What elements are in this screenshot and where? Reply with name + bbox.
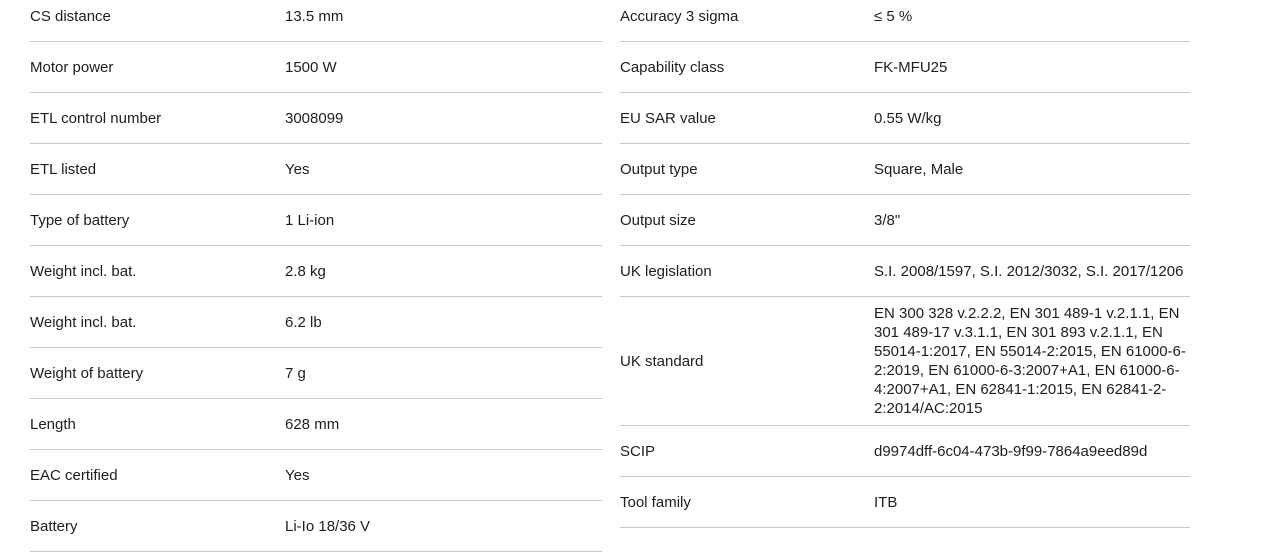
spec-row: Weight of battery 7 g — [30, 348, 602, 399]
spec-row: Weight incl. bat. 2.8 kg — [30, 246, 602, 297]
spec-row: Battery Li-Io 18/36 V — [30, 501, 602, 552]
spec-label: Output type — [620, 160, 698, 178]
spec-value: 13.5 mm — [285, 7, 344, 25]
spec-value: ITB — [874, 493, 898, 511]
spec-row: Weight incl. bat. 6.2 lb — [30, 297, 602, 348]
spec-column-left: CS distance 13.5 mm Motor power 1500 W E… — [30, 0, 602, 552]
spec-row: EU SAR value 0.55 W/kg — [620, 93, 1190, 144]
spec-row: Type of battery 1 Li-ion — [30, 195, 602, 246]
spec-value: 1 Li-ion — [285, 211, 335, 229]
spec-label: Accuracy 3 sigma — [620, 7, 739, 25]
spec-value: 0.55 W/kg — [874, 109, 942, 127]
spec-value: EN 300 328 v.2.2.2, EN 301 489-1 v.2.1.1… — [874, 305, 1186, 417]
spec-row: Capability class FK-MFU25 — [620, 42, 1190, 93]
spec-row: Output type Square, Male — [620, 144, 1190, 195]
spec-column-right: Accuracy 3 sigma ≤ 5 % Capability class … — [620, 0, 1190, 528]
spec-label: SCIP — [620, 442, 656, 460]
spec-value: 6.2 lb — [285, 313, 322, 331]
spec-label: ETL control number — [30, 109, 162, 127]
spec-row: UK legislation S.I. 2008/1597, S.I. 2012… — [620, 246, 1190, 297]
spec-value: 628 mm — [285, 415, 340, 433]
spec-value: 2.8 kg — [285, 262, 326, 280]
spec-value: 3008099 — [285, 109, 344, 127]
spec-row: Accuracy 3 sigma ≤ 5 % — [620, 0, 1190, 42]
spec-label: EU SAR value — [620, 109, 716, 127]
spec-value: 1500 W — [285, 58, 337, 76]
spec-value: FK-MFU25 — [874, 58, 948, 76]
spec-row: CS distance 13.5 mm — [30, 0, 602, 42]
spec-value: S.I. 2008/1597, S.I. 2012/3032, S.I. 201… — [874, 262, 1184, 280]
spec-label: Capability class — [620, 58, 725, 76]
spec-label: ETL listed — [30, 160, 97, 178]
spec-value: ≤ 5 % — [874, 7, 913, 25]
spec-value: d9974dff-6c04-473b-9f99-7864a9eed89d — [874, 442, 1148, 460]
spec-label: Tool family — [620, 493, 691, 511]
spec-label: Battery — [30, 517, 78, 535]
spec-row: EAC certified Yes — [30, 450, 602, 501]
spec-value: Li-Io 18/36 V — [285, 517, 371, 535]
spec-value: 7 g — [285, 364, 306, 382]
spec-row: ETL listed Yes — [30, 144, 602, 195]
spec-label: CS distance — [30, 7, 111, 25]
spec-value: Square, Male — [874, 160, 964, 178]
spec-row: SCIP d9974dff-6c04-473b-9f99-7864a9eed89… — [620, 426, 1190, 477]
spec-label: Output size — [620, 211, 696, 229]
spec-label: Weight incl. bat. — [30, 313, 137, 331]
spec-label: Type of battery — [30, 211, 130, 229]
spec-value: Yes — [285, 466, 310, 484]
spec-label: Motor power — [30, 58, 114, 76]
spec-value: Yes — [285, 160, 310, 178]
spec-row: Length 628 mm — [30, 399, 602, 450]
spec-label: Weight of battery — [30, 364, 144, 382]
spec-row: Motor power 1500 W — [30, 42, 602, 93]
spec-row: UK standard EN 300 328 v.2.2.2, EN 301 4… — [620, 297, 1190, 426]
spec-row: ETL control number 3008099 — [30, 93, 602, 144]
spec-label: UK standard — [620, 352, 704, 370]
spec-value: 3/8" — [874, 211, 901, 229]
spec-row: Output size 3/8" — [620, 195, 1190, 246]
spec-label: Weight incl. bat. — [30, 262, 137, 280]
spec-label: UK legislation — [620, 262, 712, 280]
spec-row: Tool family ITB — [620, 477, 1190, 528]
spec-label: EAC certified — [30, 466, 118, 484]
spec-label: Length — [30, 415, 76, 433]
